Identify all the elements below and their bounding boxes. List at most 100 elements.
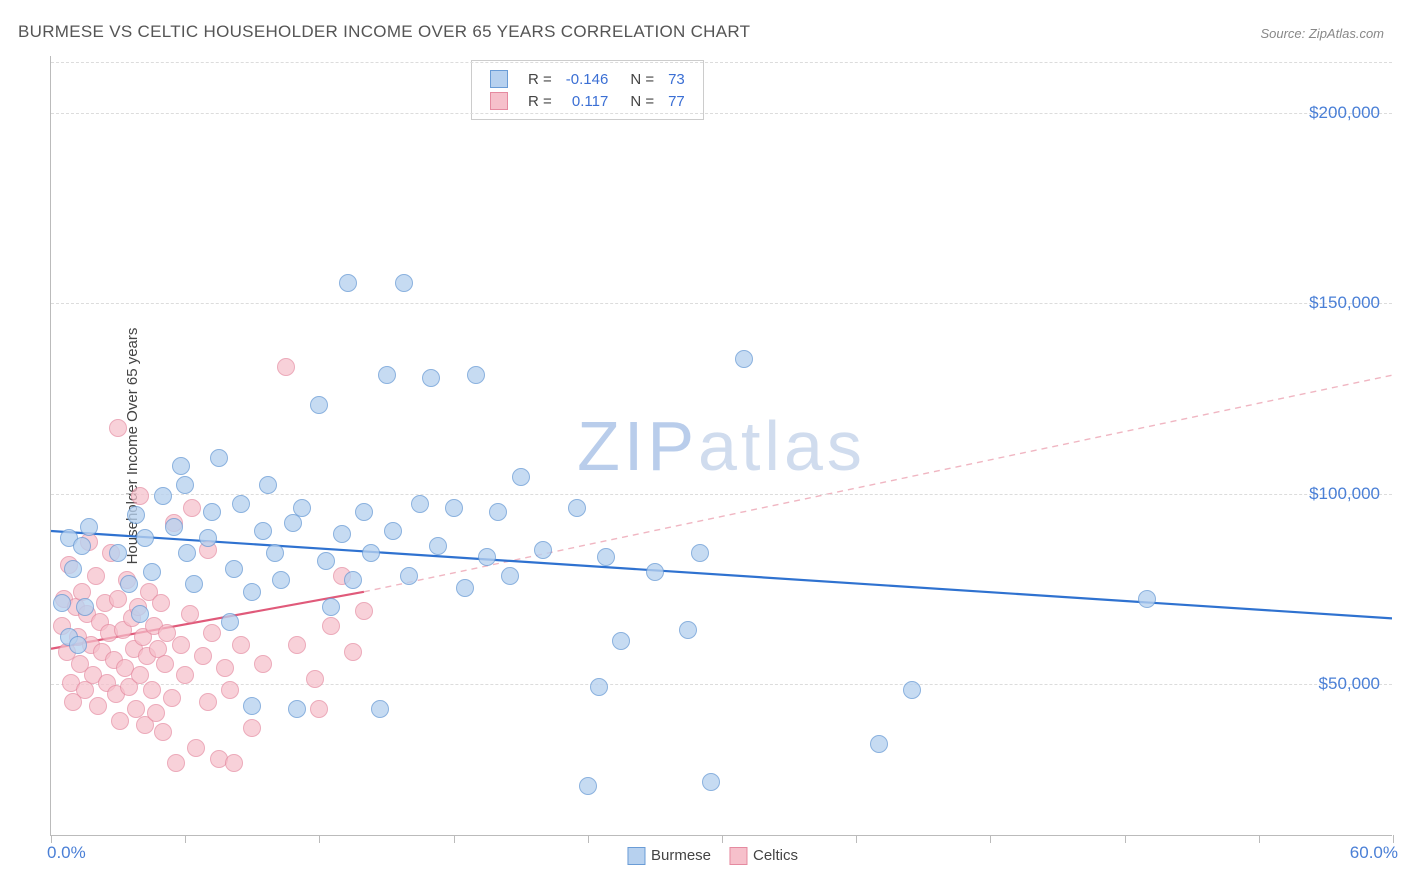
celtics-point — [172, 636, 190, 654]
x-axis-max-label: 60.0% — [1350, 843, 1398, 863]
legend-item: Celtics — [729, 847, 798, 864]
burmese-point — [579, 777, 597, 795]
burmese-point — [534, 541, 552, 559]
x-tick — [1259, 835, 1260, 843]
celtics-point — [183, 499, 201, 517]
burmese-point — [232, 495, 250, 513]
celtics-point — [288, 636, 306, 654]
celtics-point — [254, 655, 272, 673]
burmese-point — [489, 503, 507, 521]
celtics-point — [225, 754, 243, 772]
burmese-point — [371, 700, 389, 718]
series-legend: Burmese Celtics — [627, 847, 816, 865]
burmese-point — [456, 579, 474, 597]
burmese-point — [691, 544, 709, 562]
burmese-point — [568, 499, 586, 517]
correlation-legend: R =-0.146N =73R =0.117N =77 — [471, 60, 704, 120]
burmese-point — [362, 544, 380, 562]
burmese-point — [154, 487, 172, 505]
legend-item: Burmese — [627, 847, 711, 864]
burmese-point — [597, 548, 615, 566]
burmese-point — [221, 613, 239, 631]
burmese-point — [185, 575, 203, 593]
celtics-point — [277, 358, 295, 376]
celtics-point — [143, 681, 161, 699]
burmese-point — [272, 571, 290, 589]
celtics-point — [109, 590, 127, 608]
burmese-point — [225, 560, 243, 578]
burmese-point — [590, 678, 608, 696]
celtics-point — [243, 719, 261, 737]
burmese-point — [333, 525, 351, 543]
x-tick — [319, 835, 320, 843]
y-tick-label: $50,000 — [1319, 674, 1380, 694]
burmese-point — [203, 503, 221, 521]
celtics-point — [306, 670, 324, 688]
burmese-point — [501, 567, 519, 585]
burmese-point — [612, 632, 630, 650]
burmese-point — [131, 605, 149, 623]
burmese-point — [243, 583, 261, 601]
x-tick — [1125, 835, 1126, 843]
burmese-point — [254, 522, 272, 540]
burmese-point — [176, 476, 194, 494]
burmese-point — [310, 396, 328, 414]
burmese-point — [679, 621, 697, 639]
burmese-point — [339, 274, 357, 292]
burmese-point — [80, 518, 98, 536]
celtics-point — [167, 754, 185, 772]
celtics-point — [203, 624, 221, 642]
y-tick-label: $100,000 — [1309, 484, 1380, 504]
burmese-point — [172, 457, 190, 475]
burmese-point — [702, 773, 720, 791]
x-tick — [722, 835, 723, 843]
burmese-point — [136, 529, 154, 547]
burmese-point — [317, 552, 335, 570]
burmese-point — [266, 544, 284, 562]
burmese-point — [76, 598, 94, 616]
celtics-point — [322, 617, 340, 635]
x-tick — [990, 835, 991, 843]
burmese-point — [344, 571, 362, 589]
y-tick-label: $200,000 — [1309, 103, 1380, 123]
burmese-point — [293, 499, 311, 517]
burmese-point — [429, 537, 447, 555]
burmese-point — [259, 476, 277, 494]
celtics-point — [154, 723, 172, 741]
burmese-point — [73, 537, 91, 555]
y-tick-label: $150,000 — [1309, 293, 1380, 313]
gridline — [51, 303, 1392, 304]
burmese-point — [411, 495, 429, 513]
gridline — [51, 684, 1392, 685]
celtics-point — [176, 666, 194, 684]
burmese-point — [210, 449, 228, 467]
burmese-point — [467, 366, 485, 384]
burmese-point — [478, 548, 496, 566]
celtics-point — [232, 636, 250, 654]
celtics-point — [221, 681, 239, 699]
burmese-point — [143, 563, 161, 581]
x-axis-min-label: 0.0% — [47, 843, 86, 863]
celtics-point — [344, 643, 362, 661]
celtics-point — [76, 681, 94, 699]
x-tick — [588, 835, 589, 843]
gridline — [51, 113, 1392, 114]
burmese-point — [120, 575, 138, 593]
burmese-point — [127, 506, 145, 524]
watermark-head: ZIP — [577, 407, 698, 485]
celtics-point — [131, 487, 149, 505]
x-tick — [454, 835, 455, 843]
x-tick — [1393, 835, 1394, 843]
celtics-point — [89, 697, 107, 715]
burmese-point — [378, 366, 396, 384]
legend-row: R =-0.146N =73 — [484, 69, 691, 89]
celtics-point — [87, 567, 105, 585]
burmese-point — [384, 522, 402, 540]
trendlines — [51, 56, 1392, 835]
burmese-point — [109, 544, 127, 562]
celtics-point — [111, 712, 129, 730]
celtics-point — [310, 700, 328, 718]
gridline — [51, 494, 1392, 495]
x-tick — [51, 835, 52, 843]
legend-row: R =0.117N =77 — [484, 91, 691, 111]
